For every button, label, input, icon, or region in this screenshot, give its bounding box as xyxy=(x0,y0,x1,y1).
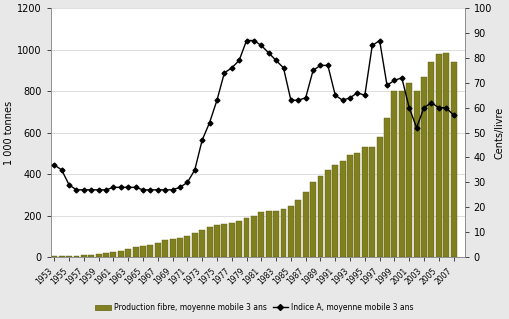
Bar xyxy=(429,62,434,257)
Bar xyxy=(295,200,301,257)
Bar xyxy=(414,91,419,257)
Bar xyxy=(259,212,264,257)
Bar xyxy=(273,211,279,257)
Bar xyxy=(406,83,412,257)
Bar xyxy=(391,91,398,257)
Bar xyxy=(155,242,161,257)
Bar xyxy=(59,256,65,257)
Bar xyxy=(347,155,353,257)
Bar xyxy=(384,118,390,257)
Bar xyxy=(110,252,117,257)
Bar xyxy=(354,153,360,257)
Bar xyxy=(162,241,168,257)
Bar xyxy=(236,221,242,257)
Bar xyxy=(133,247,138,257)
Y-axis label: 1 000 tonnes: 1 000 tonnes xyxy=(4,100,14,165)
Bar xyxy=(310,182,316,257)
Bar xyxy=(280,209,287,257)
Bar xyxy=(332,165,338,257)
Bar xyxy=(66,256,72,257)
Bar xyxy=(288,206,294,257)
Bar xyxy=(399,91,405,257)
Bar xyxy=(436,54,442,257)
Bar xyxy=(192,233,197,257)
Bar xyxy=(103,253,109,257)
Bar xyxy=(96,254,102,257)
Bar xyxy=(443,53,449,257)
Bar xyxy=(303,192,308,257)
Bar xyxy=(184,236,190,257)
Bar xyxy=(88,255,94,257)
Bar xyxy=(177,238,183,257)
Bar xyxy=(199,230,205,257)
Bar xyxy=(140,246,146,257)
Bar xyxy=(229,223,235,257)
Bar xyxy=(214,225,220,257)
Bar xyxy=(81,256,87,257)
Bar xyxy=(318,176,323,257)
Bar xyxy=(377,137,383,257)
Bar xyxy=(369,147,375,257)
Bar xyxy=(421,77,427,257)
Y-axis label: Cents/livre: Cents/livre xyxy=(495,107,505,159)
Bar xyxy=(450,62,457,257)
Bar xyxy=(148,245,153,257)
Bar xyxy=(51,256,57,257)
Legend: Production fibre, moyenne mobile 3 ans, Indice A, moyenne mobile 3 ans: Production fibre, moyenne mobile 3 ans, … xyxy=(92,300,417,315)
Bar xyxy=(325,170,331,257)
Bar xyxy=(340,160,346,257)
Bar xyxy=(73,256,79,257)
Bar xyxy=(118,251,124,257)
Bar xyxy=(169,239,176,257)
Bar xyxy=(244,218,249,257)
Bar xyxy=(251,216,257,257)
Bar xyxy=(362,147,368,257)
Bar xyxy=(221,224,228,257)
Bar xyxy=(125,249,131,257)
Bar xyxy=(207,227,213,257)
Bar xyxy=(266,211,272,257)
